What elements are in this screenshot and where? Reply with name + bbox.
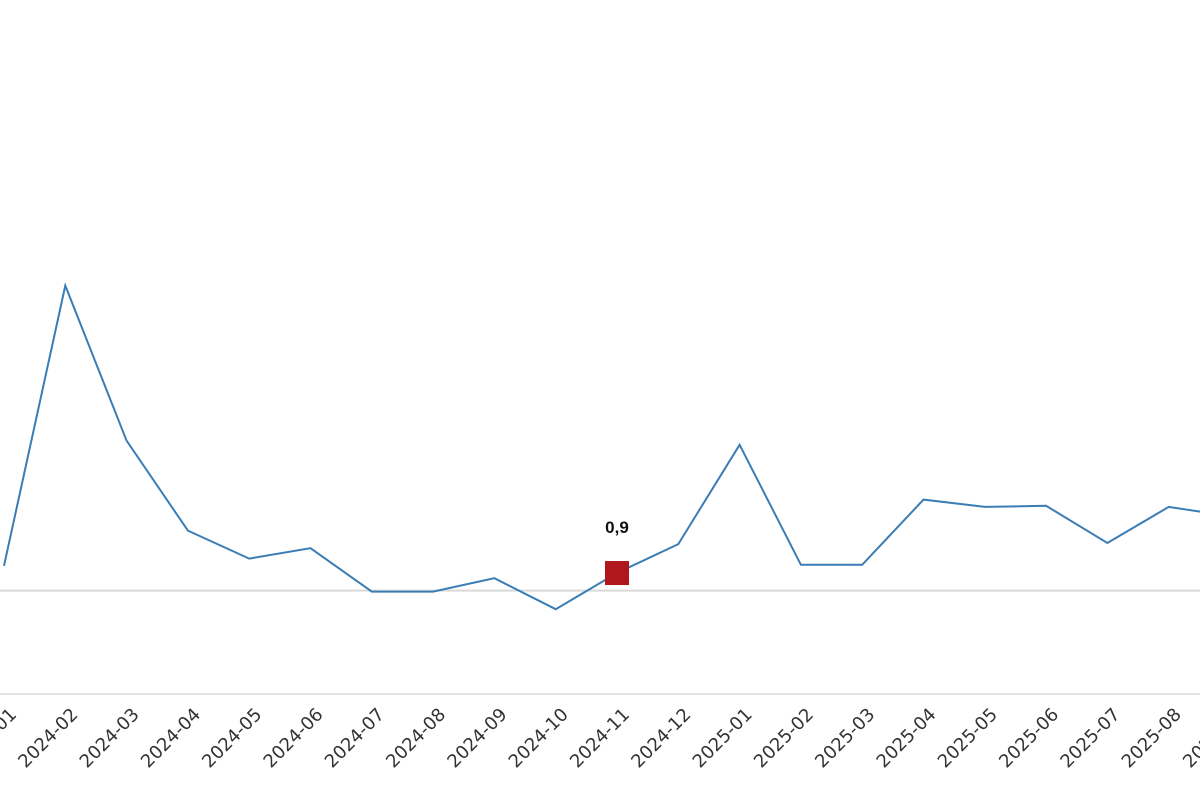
data-point-2024-06 bbox=[308, 545, 314, 551]
x-tick-label-2024-09: 2024-09 bbox=[443, 704, 511, 772]
x-tick-label-2024-10: 2024-10 bbox=[505, 704, 573, 772]
data-point-2024-05 bbox=[246, 556, 252, 562]
data-point-2025-01 bbox=[737, 442, 743, 448]
x-tick-labels: 2024-012024-022024-032024-042024-052024-… bbox=[0, 704, 1200, 772]
data-point-2025-02 bbox=[798, 562, 804, 568]
x-tick-label-2025-07: 2025-07 bbox=[1056, 704, 1124, 772]
x-tick-label-2025-05: 2025-05 bbox=[934, 704, 1002, 772]
x-tick-label-2024-11: 2024-11 bbox=[566, 704, 634, 772]
highlight-value-label: 0,9 bbox=[605, 518, 629, 537]
data-point-2025-06 bbox=[1043, 503, 1049, 509]
x-tick-label-2025-08: 2025-08 bbox=[1118, 704, 1186, 772]
x-tick-label-2024-12: 2024-12 bbox=[627, 704, 695, 772]
x-tick-label-2025-06: 2025-06 bbox=[995, 704, 1063, 772]
data-point-2024-12 bbox=[675, 541, 681, 547]
x-tick-label-2024-07: 2024-07 bbox=[321, 704, 389, 772]
x-tick-label-2024-02: 2024-02 bbox=[14, 704, 82, 772]
highlight-layer: 0,9 bbox=[605, 518, 629, 586]
data-point-2025-07 bbox=[1104, 540, 1110, 546]
x-tick-label-2024-08: 2024-08 bbox=[382, 704, 450, 772]
x-tick-label-2025-01: 2025-01 bbox=[689, 704, 757, 772]
x-tick-label-2025-04: 2025-04 bbox=[873, 704, 941, 772]
data-point-2025-08 bbox=[1166, 504, 1172, 510]
data-point-2024-02 bbox=[62, 283, 68, 289]
data-point-2025-03 bbox=[859, 562, 865, 568]
x-tick-label-2024-04: 2024-04 bbox=[137, 704, 205, 772]
data-point-2025-04 bbox=[921, 497, 927, 503]
data-point-2024-01 bbox=[1, 563, 7, 569]
highlight-marker bbox=[605, 561, 629, 586]
data-point-2024-07 bbox=[369, 589, 375, 595]
x-tick-label-2024-05: 2024-05 bbox=[198, 704, 266, 772]
data-point-2024-08 bbox=[430, 589, 436, 595]
data-point-2024-03 bbox=[124, 438, 130, 444]
x-tick-label-2025-09: 2025-09 bbox=[1179, 704, 1200, 772]
x-tick-label-2025-02: 2025-02 bbox=[750, 704, 818, 772]
data-point-2025-05 bbox=[982, 504, 988, 510]
x-tick-label-2024-06: 2024-06 bbox=[260, 704, 328, 772]
series-line-0 bbox=[3, 282, 1200, 611]
data-point-2024-09 bbox=[491, 575, 497, 581]
x-tick-label-2025-03: 2025-03 bbox=[811, 704, 879, 772]
data-point-2024-04 bbox=[185, 528, 191, 534]
series-layer bbox=[1, 282, 1200, 612]
data-point-2024-10 bbox=[553, 606, 559, 612]
x-tick-label-2024-03: 2024-03 bbox=[76, 704, 144, 772]
